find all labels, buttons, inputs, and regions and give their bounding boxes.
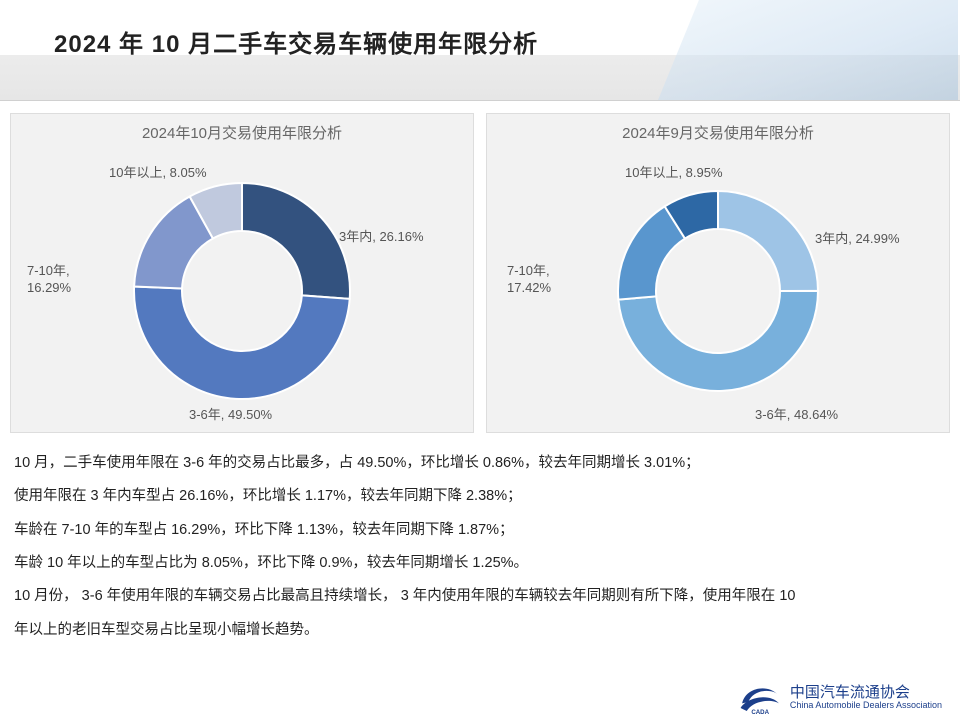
donut-slice — [718, 191, 818, 291]
svg-text:CADA: CADA — [751, 709, 769, 716]
slice-label: 3-6年, 48.64% — [755, 407, 838, 424]
chart-title-sep: 2024年9月交易使用年限分析 — [495, 122, 941, 143]
analysis-line: 车龄 10 年以上的车型占比为 8.05%，环比下降 0.9%，较去年同期增长 … — [14, 547, 946, 580]
analysis-line: 10 月，二手车使用年限在 3-6 年的交易占比最多，占 49.50%，环比增长… — [14, 447, 946, 480]
footer-org-en: China Automobile Dealers Association — [790, 701, 942, 711]
chart-card-sep: 2024年9月交易使用年限分析 3年内, 24.99% 3-6年, 48.64% 7… — [486, 113, 950, 433]
chart-title-oct: 2024年10月交易使用年限分析 — [19, 122, 465, 143]
charts-row: 2024年10月交易使用年限分析 3年内, 26.16% 3-6年, 49.50%… — [0, 101, 960, 439]
donut-slice — [242, 183, 350, 299]
slice-label: 7-10年,17.42% — [507, 263, 551, 297]
slice-label: 3-6年, 49.50% — [189, 407, 272, 424]
slice-label: 10年以上, 8.05% — [109, 165, 207, 182]
footer-text: 中国汽车流通协会 China Automobile Dealers Associ… — [790, 685, 942, 711]
analysis-line: 年以上的老旧车型交易占比呈现小幅增长趋势。 — [14, 614, 946, 647]
analysis-line: 车龄在 7-10 年的车型占 16.29%，环比下降 1.13%，较去年同期下降… — [14, 514, 946, 547]
chart-card-oct: 2024年10月交易使用年限分析 3年内, 26.16% 3-6年, 49.50%… — [10, 113, 474, 433]
donut-oct: 3年内, 26.16% 3-6年, 49.50% 7-10年,16.29% 10年以上… — [19, 145, 465, 425]
donut-slice — [618, 291, 818, 391]
analysis-line: 10 月份， 3-6 年使用年限的车辆交易占比最高且持续增长， 3 年内使用年限… — [14, 580, 946, 613]
footer: CADA 中国汽车流通协会 China Automobile Dealers A… — [736, 680, 942, 716]
donut-sep: 3年内, 24.99% 3-6年, 48.64% 7-10年,17.42% 10年以上… — [495, 145, 941, 425]
slice-label: 3年内, 26.16% — [339, 229, 424, 246]
page-title: 2024 年 10 月二手车交易车辆使用年限分析 — [54, 24, 538, 59]
header-band: 2024 年 10 月二手车交易车辆使用年限分析 — [0, 0, 960, 101]
footer-org-cn: 中国汽车流通协会 — [790, 684, 910, 701]
header-decor-boxes — [658, 0, 958, 100]
slice-label: 7-10年,16.29% — [27, 263, 71, 297]
slice-label: 10年以上, 8.95% — [625, 165, 723, 182]
analysis-text: 10 月，二手车使用年限在 3-6 年的交易占比最多，占 49.50%，环比增长… — [0, 439, 960, 647]
donut-slice — [134, 287, 350, 399]
slice-label: 3年内, 24.99% — [815, 231, 900, 248]
cada-logo-icon: CADA — [736, 680, 782, 716]
analysis-line: 使用年限在 3 年内车型占 26.16%，环比增长 1.17%，较去年同期下降 … — [14, 480, 946, 513]
